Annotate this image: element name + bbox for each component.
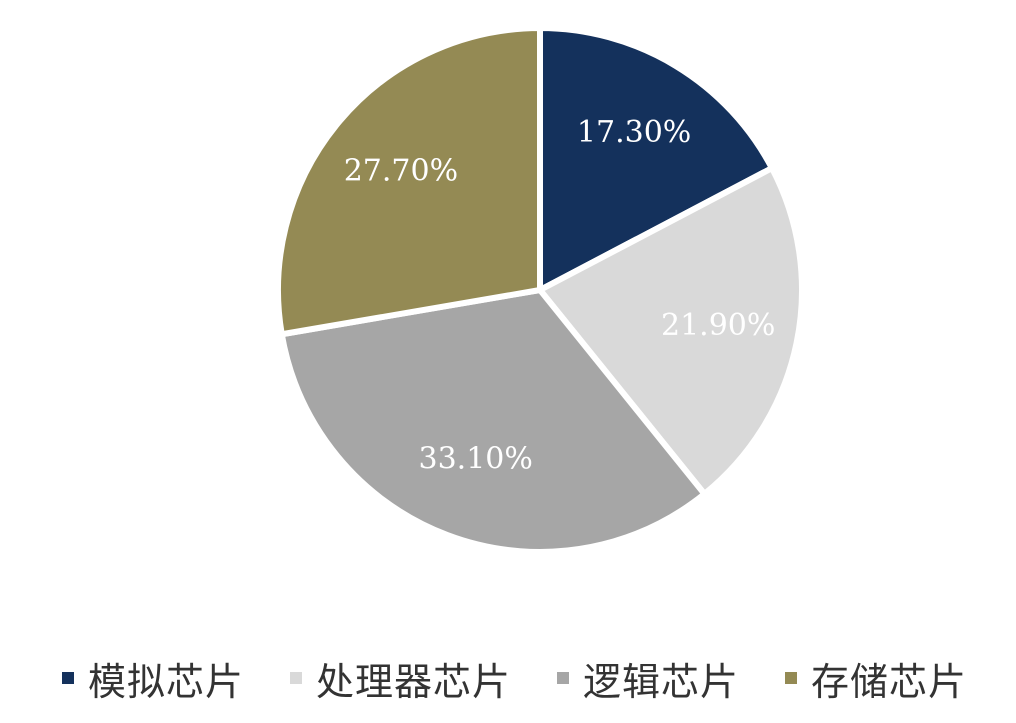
chart-legend: 模拟芯片 处理器芯片 逻辑芯片 存储芯片	[62, 648, 1013, 708]
pie-slice-3	[275, 24, 543, 338]
pie-slice-1	[535, 164, 805, 499]
legend-item-processor-chip: 处理器芯片	[290, 651, 511, 706]
slice-data-label-3: 27.70%	[344, 154, 458, 189]
slice-data-label-1: 21.90%	[661, 308, 775, 343]
legend-swatch-memory-chip	[785, 672, 798, 684]
slice-data-label-0: 17.30%	[577, 115, 691, 150]
pie-slice-2	[278, 286, 709, 555]
legend-swatch-processor-chip	[290, 672, 303, 684]
legend-label-memory-chip: 存储芯片	[811, 659, 968, 704]
legend-item-memory-chip: 存储芯片	[785, 651, 967, 706]
legend-item-logic-chip: 逻辑芯片	[557, 651, 739, 706]
legend-label-analog-chip: 模拟芯片	[88, 659, 245, 704]
legend-swatch-logic-chip	[557, 672, 570, 684]
legend-label-processor-chip: 处理器芯片	[316, 659, 512, 704]
legend-item-analog-chip: 模拟芯片	[62, 651, 244, 706]
slice-data-label-2: 33.10%	[419, 441, 533, 476]
pie-slice-0	[537, 24, 776, 295]
legend-label-logic-chip: 逻辑芯片	[583, 659, 740, 704]
legend-swatch-analog-chip	[62, 672, 74, 684]
pie-chart-plot: 17.30% 21.90% 33.10% 27.70%	[275, 24, 805, 555]
